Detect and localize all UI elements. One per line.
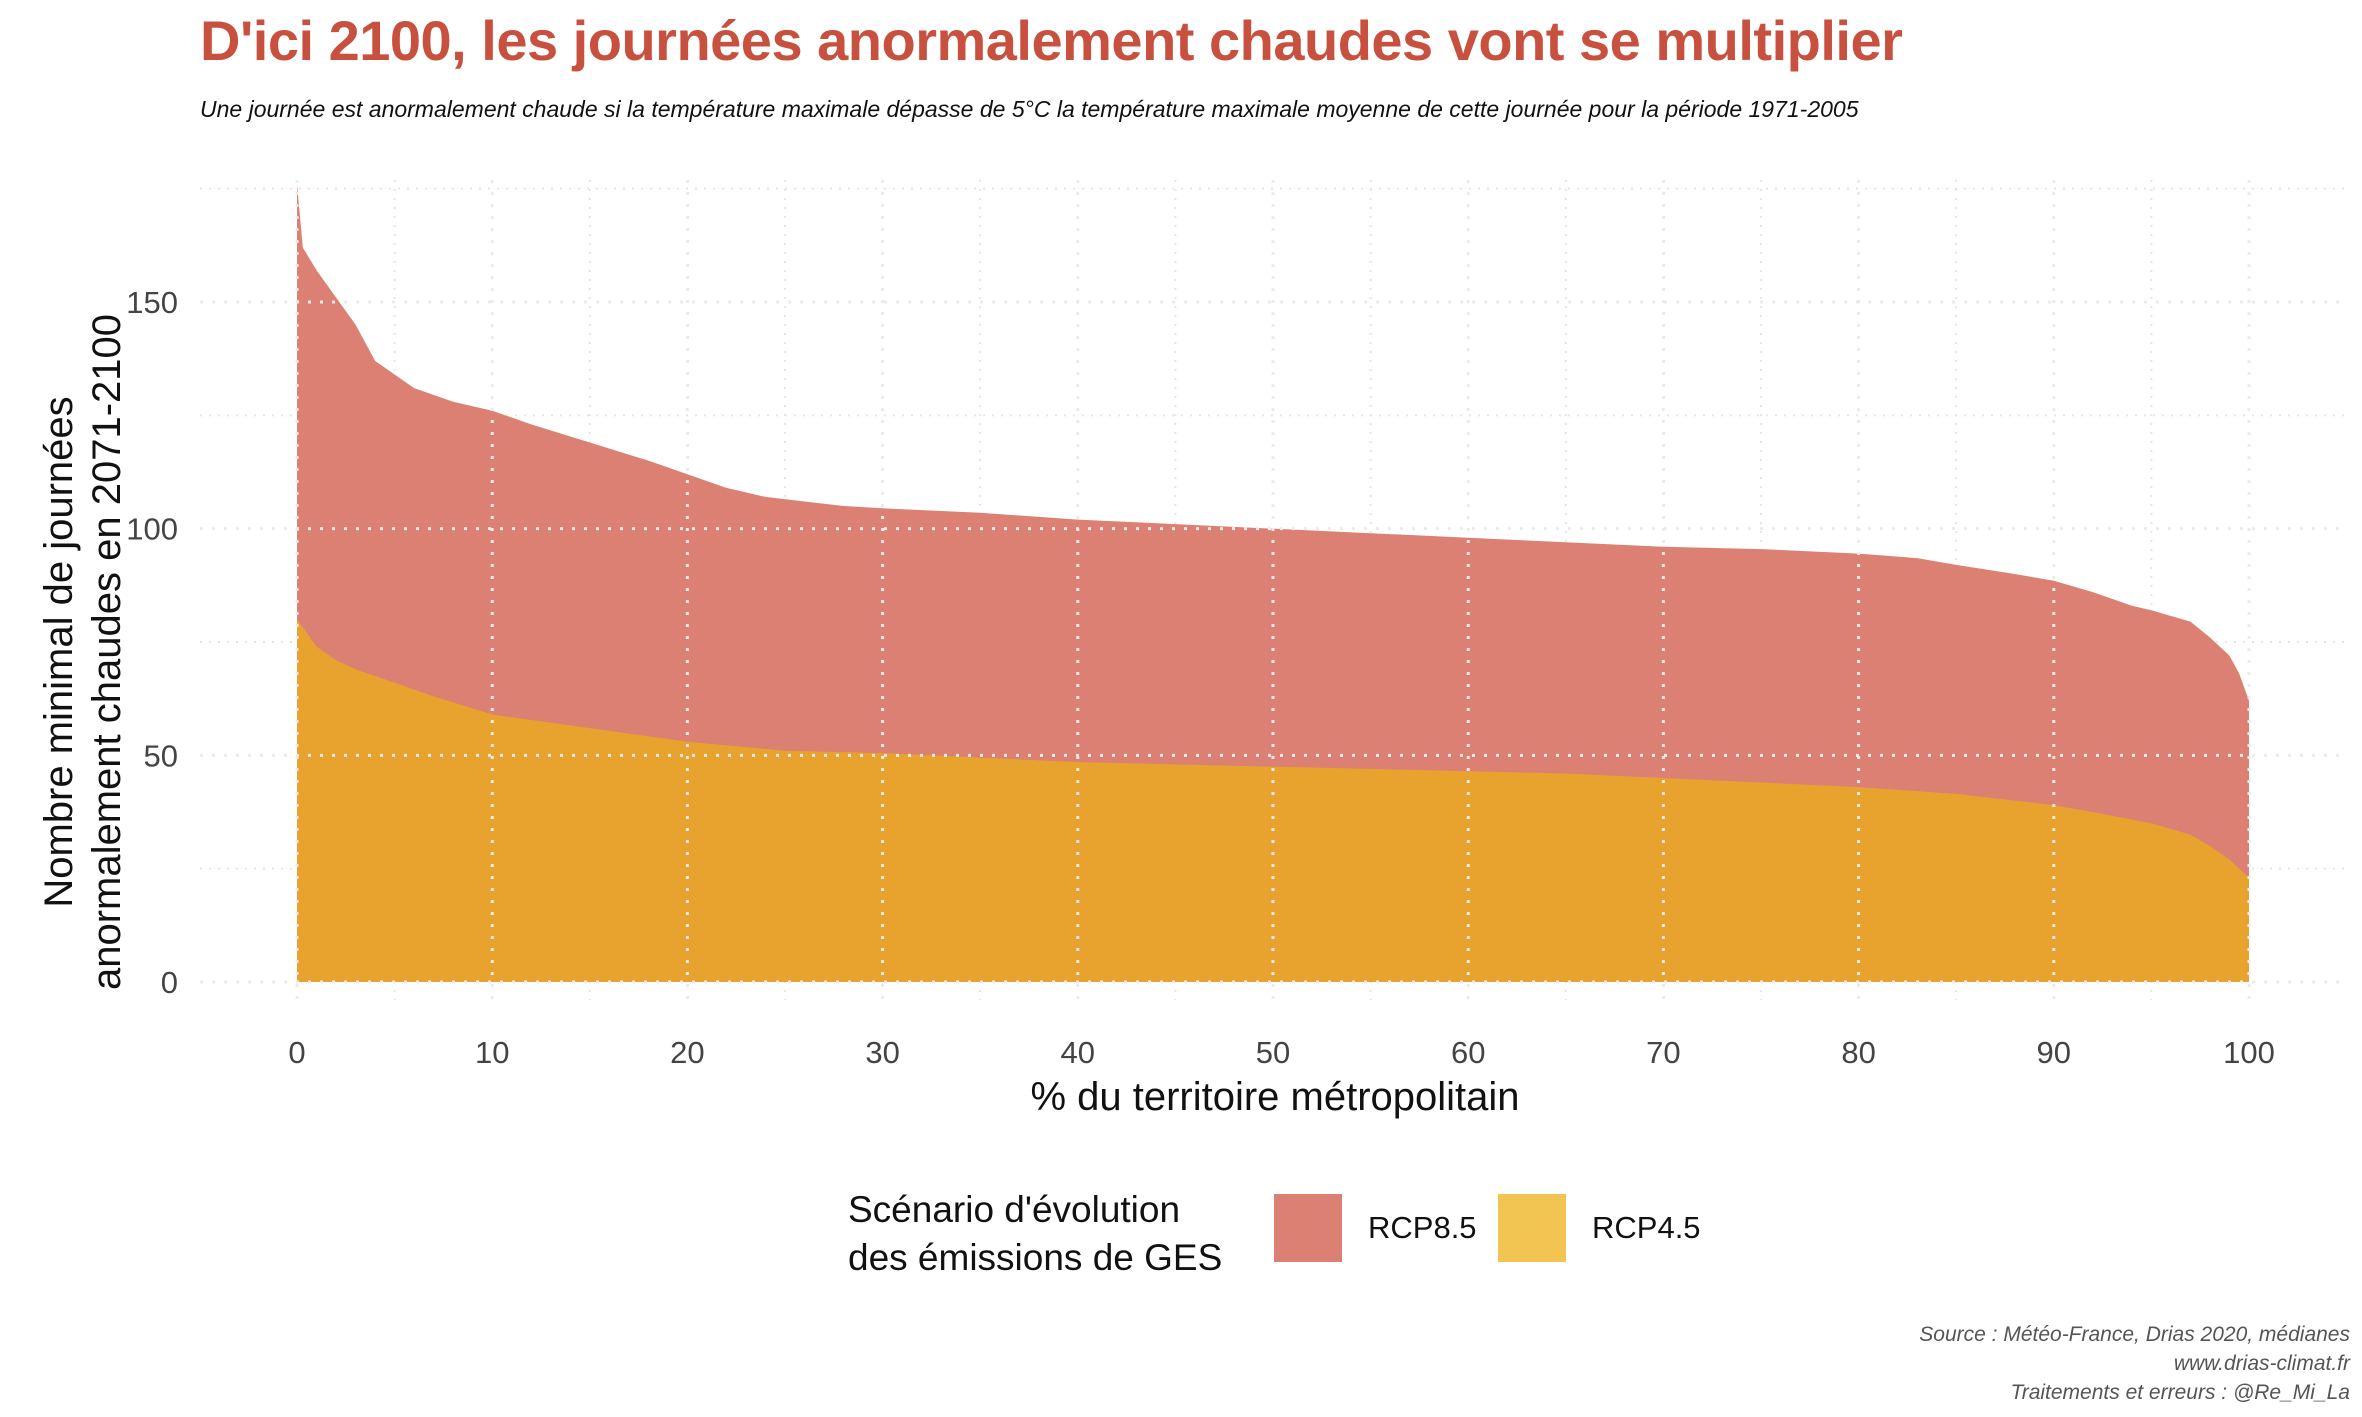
y-tick-label: 50 xyxy=(144,738,178,773)
chart-title: D'ici 2100, les journées anormalement ch… xyxy=(200,9,1903,72)
y-axis-label: Nombre minimal de journées anormalement … xyxy=(37,314,129,990)
chart-areas xyxy=(297,184,2249,983)
source-line2: www.drias-climat.fr xyxy=(2173,1352,2350,1375)
x-axis-ticks: 0 10 20 30 40 50 60 70 80 90 100 xyxy=(288,1035,2274,1070)
y-axis-label-line1: Nombre minimal de journées xyxy=(37,396,81,907)
grid-major xyxy=(200,180,2345,1000)
y-tick-label: 150 xyxy=(126,285,178,320)
y-tick-label: 100 xyxy=(126,512,178,547)
source-line3: Traitements et erreurs : @Re_Mi_La xyxy=(2010,1381,2350,1404)
source-note: Source : Météo-France, Drias 2020, média… xyxy=(1919,1320,2350,1407)
x-tick-label: 90 xyxy=(2037,1035,2071,1070)
legend-label-rcp45: RCP4.5 xyxy=(1592,1210,1701,1245)
legend-title-line1: Scénario d'évolution xyxy=(848,1189,1181,1230)
x-axis-label: % du territoire métropolitain xyxy=(1030,1075,1519,1119)
y-tick-label: 0 xyxy=(161,965,178,1000)
x-tick-label: 0 xyxy=(288,1035,305,1070)
legend-title: Scénario d'évolution des émissions de GE… xyxy=(848,1186,1222,1282)
legend: Scénario d'évolution des émissions de GE… xyxy=(848,1186,1748,1296)
chart-subtitle: Une journée est anormalement chaude si l… xyxy=(200,96,1859,122)
x-tick-label: 20 xyxy=(670,1035,704,1070)
x-tick-label: 30 xyxy=(865,1035,899,1070)
x-tick-label: 60 xyxy=(1451,1035,1485,1070)
y-axis-label-line2: anormalement chaudes en 2071-2100 xyxy=(85,314,129,990)
legend-item-rcp45: RCP4.5 xyxy=(1498,1194,1701,1262)
x-tick-label: 50 xyxy=(1256,1035,1290,1070)
x-tick-label: 70 xyxy=(1646,1035,1680,1070)
legend-swatch-rcp45 xyxy=(1498,1194,1566,1262)
x-tick-label: 10 xyxy=(475,1035,509,1070)
legend-item-rcp85: RCP8.5 xyxy=(1274,1194,1477,1262)
x-tick-label: 80 xyxy=(1841,1035,1875,1070)
legend-label-rcp85: RCP8.5 xyxy=(1368,1210,1477,1245)
source-line1: Source : Météo-France, Drias 2020, média… xyxy=(1919,1323,2350,1346)
x-tick-label: 100 xyxy=(2223,1035,2275,1070)
y-axis-ticks: 0 50 100 150 xyxy=(126,285,178,1000)
legend-title-line2: des émissions de GES xyxy=(848,1237,1223,1278)
x-tick-label: 40 xyxy=(1061,1035,1095,1070)
area-rcp45 xyxy=(297,619,2249,982)
legend-swatch-rcp85 xyxy=(1274,1194,1342,1262)
